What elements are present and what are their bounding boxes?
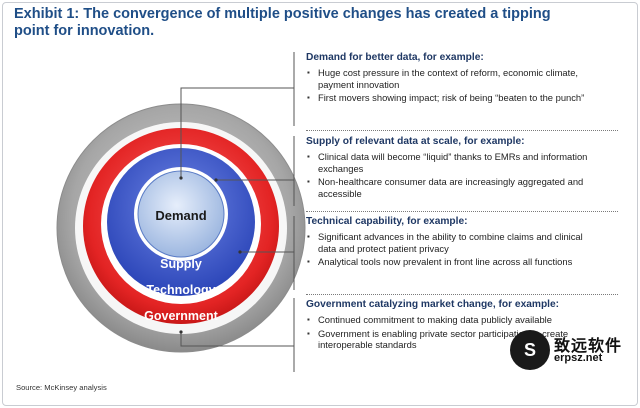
watermark-logo-icon: S xyxy=(510,330,550,370)
panel-separator xyxy=(306,294,618,295)
government-label: Government xyxy=(144,309,218,323)
connector-demand-dot xyxy=(179,176,183,180)
panel-bullet: Government is enabling private sector pa… xyxy=(306,328,598,351)
panel-bullet: Non-healthcare consumer data are increas… xyxy=(306,176,598,199)
exhibit-title: Exhibit 1: The convergence of multiple p… xyxy=(14,6,551,39)
demand-label: Demand xyxy=(155,208,206,223)
panel-heading: Demand for better data, for example: xyxy=(306,52,484,63)
panel-separator xyxy=(306,211,618,212)
panel-bullet: Continued commitment to making data publ… xyxy=(306,314,598,326)
panel-heading: Supply of relevant data at scale, for ex… xyxy=(306,136,525,147)
technology-label: Technology xyxy=(146,283,215,297)
watermark-url: erpsz.net xyxy=(554,352,603,364)
watermark: S 致远软件 erpsz.net xyxy=(510,330,634,372)
panel-bullet: Significant advances in the ability to c… xyxy=(306,231,598,254)
panel-technology: Technical capability, for example: Signi… xyxy=(306,216,598,270)
connector-technology-dot xyxy=(238,250,242,254)
connector-government-dot xyxy=(179,330,183,334)
panel-demand: Demand for better data, for example: Hug… xyxy=(306,52,598,106)
panel-bullet: Analytical tools now prevalent in front … xyxy=(306,256,598,268)
panel-supply: Supply of relevant data at scale, for ex… xyxy=(306,136,598,201)
panel-bullet: Clinical data will become “liquid” thank… xyxy=(306,151,598,174)
watermark-text: 致远软件 xyxy=(554,338,623,355)
connector-supply-dot xyxy=(214,178,218,182)
supply-label: Supply xyxy=(160,257,202,271)
panel-bullet: Huge cost pressure in the context of ref… xyxy=(306,67,598,90)
panel-separator xyxy=(306,130,618,131)
panel-bullet: First movers showing impact; risk of bei… xyxy=(306,92,598,104)
panel-heading: Technical capability, for example: xyxy=(306,216,468,227)
source-note: Source: McKinsey analysis xyxy=(16,383,107,392)
panel-heading: Government catalyzing market change, for… xyxy=(306,299,560,310)
panel-government: Government catalyzing market change, for… xyxy=(306,299,598,353)
